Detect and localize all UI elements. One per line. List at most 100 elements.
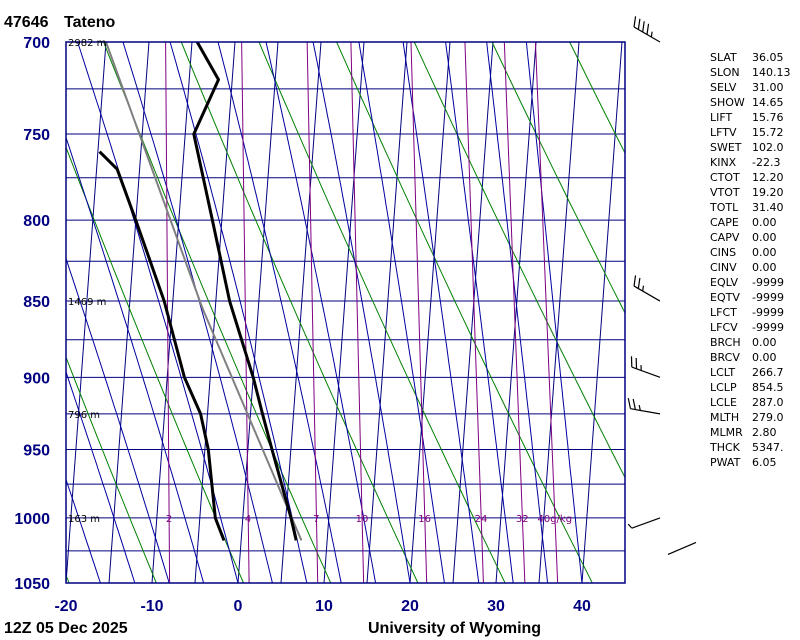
- index-value: 854.5: [752, 381, 784, 394]
- moist-adiabat-line: [525, 42, 583, 583]
- index-name: PWAT: [710, 456, 741, 469]
- index-value: 0.00: [752, 246, 777, 259]
- wind-barb: [633, 16, 661, 43]
- index-name: MLMR: [710, 426, 743, 439]
- moist-adiabat-line: [169, 42, 308, 583]
- mixing-ratio-line: [306, 42, 319, 583]
- pressure-tick-label: 1050: [14, 576, 50, 593]
- thermo-lines: [23, 42, 708, 583]
- wind-barb: [627, 517, 661, 529]
- temperature-tick-label: -10: [140, 598, 163, 615]
- mixing-ratio-line: [410, 42, 428, 583]
- index-name: EQTV: [710, 291, 740, 304]
- moist-adiabat-line: [265, 42, 377, 583]
- wind-barb: [633, 275, 661, 302]
- moist-adiabat-line: [217, 42, 342, 583]
- isotherm-line: [366, 42, 408, 583]
- isotherm-line: [624, 576, 625, 583]
- mixing-ratio-label: 32: [516, 514, 529, 525]
- parcel-path-line: [105, 42, 303, 541]
- index-name: SHOW: [710, 96, 745, 109]
- mixing-ratio-label: 7: [313, 514, 319, 525]
- dry-adiabat-line: [103, 42, 332, 583]
- mixing-ratio-line: [534, 42, 559, 583]
- moist-adiabat-line: [66, 370, 136, 583]
- mixing-ratio-label: 10: [356, 514, 369, 525]
- index-value: 0.00: [752, 216, 777, 229]
- isotherm-line: [538, 42, 580, 583]
- moist-adiabat-line: [66, 581, 67, 583]
- mixing-ratio-line: [241, 42, 250, 583]
- stability-indices: SLAT 36.05 SLON 140.13 SELV 31.00 SHOW 14.65 LIF…: [709, 51, 791, 469]
- index-value: 5347.: [752, 441, 784, 454]
- temperature-tick-label: 20: [401, 598, 419, 615]
- height-label: 796 m: [68, 410, 100, 421]
- isotherm-line: [668, 42, 708, 583]
- plot-border: [65, 41, 626, 584]
- index-name: CAPV: [710, 231, 740, 244]
- mixing-ratio-line: [350, 42, 365, 583]
- index-value: 36.05: [752, 51, 784, 64]
- index-value: -9999: [752, 306, 784, 319]
- wind-barbs: [627, 16, 697, 555]
- index-value: 19.20: [752, 186, 784, 199]
- index-value: -22.3: [752, 156, 780, 169]
- pressure-tick-label: 800: [23, 213, 50, 230]
- index-name: LCLT: [710, 366, 735, 379]
- moist-adiabat-line: [66, 136, 205, 583]
- mixing-ratio-label: 16: [418, 514, 431, 525]
- pressure-tick-label: 950: [23, 442, 50, 459]
- observation-time: 12Z 05 Dec 2025: [4, 620, 128, 637]
- index-value: 0.00: [752, 261, 777, 274]
- pressure-tick-label: 700: [23, 35, 50, 52]
- index-name: LCLP: [710, 381, 737, 394]
- index-name: SLON: [710, 66, 740, 79]
- temperature-tick-label: -20: [54, 598, 77, 615]
- index-name: SLAT: [710, 51, 737, 64]
- index-name: CINS: [710, 246, 736, 259]
- wind-barb: [667, 541, 697, 555]
- index-name: VTOT: [710, 186, 740, 199]
- index-name: BRCH: [710, 336, 741, 349]
- index-value: 31.00: [752, 81, 784, 94]
- index-value: 0.00: [752, 336, 777, 349]
- index-value: -9999: [752, 291, 784, 304]
- index-name: CINV: [710, 261, 737, 274]
- isotherm-line: [581, 42, 623, 583]
- isotherm-line: [66, 42, 107, 583]
- height-label: 1469 m: [68, 297, 106, 308]
- index-name: SELV: [710, 81, 737, 94]
- index-name: CTOT: [710, 171, 740, 184]
- index-value: 266.7: [752, 366, 784, 379]
- temperature-tick-label: 10: [315, 598, 333, 615]
- index-value: -9999: [752, 276, 784, 289]
- index-name: MLTH: [710, 411, 739, 424]
- mixing-ratio-line: [503, 42, 526, 583]
- index-name: LIFT: [710, 111, 733, 124]
- index-name: LFCV: [710, 321, 738, 334]
- index-name: SWET: [710, 141, 742, 154]
- moist-adiabat-line: [66, 256, 170, 583]
- moist-adiabat-line: [312, 42, 411, 583]
- isotherm-line: [237, 42, 279, 583]
- index-value: 102.0: [752, 141, 784, 154]
- temperature-profile-line: [192, 42, 298, 541]
- isotherm-line: [23, 42, 63, 583]
- index-value: 140.13: [752, 66, 791, 79]
- index-name: THCK: [709, 441, 741, 454]
- data-source: University of Wyoming: [368, 620, 541, 637]
- moist-adiabat-line: [445, 42, 514, 583]
- index-value: 0.00: [752, 231, 777, 244]
- moist-adiabat-line: [122, 42, 273, 583]
- moist-adiabat-line: [77, 42, 239, 583]
- index-value: 15.76: [752, 111, 784, 124]
- index-name: KINX: [710, 156, 737, 169]
- isotherm-line: [495, 42, 537, 583]
- isotherm-line: [280, 42, 322, 583]
- dewpoint-profile-line: [98, 150, 226, 541]
- sounding-profiles: [98, 42, 303, 541]
- temperature-tick-label: 40: [573, 598, 591, 615]
- pressure-tick-label: 1000: [14, 511, 50, 528]
- index-value: -9999: [752, 321, 784, 334]
